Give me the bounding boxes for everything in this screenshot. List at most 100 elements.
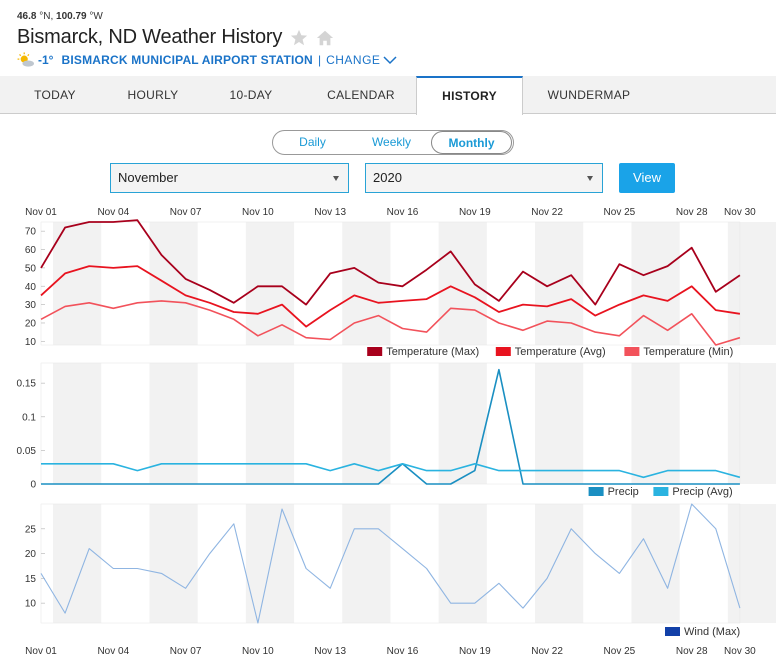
y-tick-label: 15 (25, 574, 37, 585)
y-tick-label: 20 (25, 549, 37, 560)
chart-background-stripe (342, 363, 391, 484)
chart-background-stripe (149, 504, 198, 623)
legend-swatch (665, 627, 680, 636)
x-tick-label-top: Nov 28 (676, 207, 708, 218)
chart-background-stripe (245, 363, 295, 484)
chart-background-stripe (245, 222, 295, 345)
legend-label: Wind (Max) (684, 626, 740, 638)
x-tick-label-bottom: Nov 13 (314, 646, 346, 657)
station-row: -1° BISMARCK MUNICIPAL AIRPORT STATION |… (17, 52, 397, 68)
chart-background-stripe (53, 222, 102, 345)
chart-background-stripe (631, 363, 680, 484)
month-select[interactable]: November (110, 163, 349, 193)
x-tick-label-bottom: Nov 19 (459, 646, 491, 657)
y-tick-label: 60 (25, 245, 37, 256)
legend-swatch (588, 487, 604, 496)
chart-background-stripe (438, 222, 487, 345)
view-button[interactable]: View (619, 163, 675, 193)
period-daily[interactable]: Daily (299, 135, 326, 149)
x-tick-label-top: Nov 30 (724, 207, 756, 218)
star-icon[interactable] (290, 29, 308, 47)
legend-swatch (624, 347, 640, 356)
nav-tabs: TODAY HOURLY 10-DAY CALENDAR HISTORY WUN… (0, 76, 776, 115)
y-tick-label: 0 (30, 480, 36, 491)
longitude-suffix: °W (86, 11, 103, 22)
chart-background-stripe (727, 504, 776, 623)
chart-background-stripe (342, 222, 391, 345)
y-tick-label: 25 (25, 524, 37, 535)
chart-background-stripe (535, 504, 584, 623)
legend-label: Precip (608, 486, 639, 498)
separator: | (317, 53, 322, 67)
latitude: 46.8 (17, 11, 37, 22)
x-tick-label-bottom: Nov 07 (170, 646, 202, 657)
caret-down-icon (333, 176, 339, 181)
series-line-temperature-max (40, 219, 741, 306)
legend-swatch (653, 487, 669, 496)
y-tick-label: 50 (25, 263, 37, 274)
legend-label: Temperature (Avg) (515, 346, 606, 358)
x-tick-label-bottom: Nov 16 (387, 646, 419, 657)
x-tick-label-top: Nov 22 (531, 207, 563, 218)
period-monthly[interactable]: Monthly (431, 131, 512, 154)
change-station-link[interactable]: CHANGE (326, 53, 381, 67)
chevron-down-icon[interactable] (383, 55, 397, 65)
chart-background-stripe (438, 504, 487, 623)
period-toggle: Daily Weekly Monthly (272, 130, 514, 155)
chart-background-stripe (149, 222, 198, 345)
legend-label: Temperature (Min) (643, 346, 733, 358)
tab-hourly[interactable]: HOURLY (127, 88, 179, 102)
x-tick-label-bottom: Nov 10 (242, 646, 274, 657)
y-tick-label: 10 (25, 337, 37, 348)
station-name[interactable]: BISMARCK MUNICIPAL AIRPORT STATION (61, 53, 313, 67)
x-tick-label-top: Nov 10 (242, 207, 274, 218)
y-tick-label: 10 (25, 599, 37, 610)
period-weekly[interactable]: Weekly (371, 135, 412, 149)
chart-background-stripe (727, 363, 776, 484)
y-tick-label: 0.1 (22, 412, 36, 423)
tab-10-day[interactable]: 10-DAY (229, 88, 273, 102)
current-temperature: -1° (38, 53, 54, 67)
y-tick-label: 20 (25, 318, 37, 329)
year-select[interactable]: 2020 (365, 163, 603, 193)
y-tick-label: 70 (25, 227, 37, 238)
tab-history[interactable]: HISTORY (416, 76, 523, 115)
y-tick-label: 0.05 (17, 446, 37, 457)
y-tick-label: 40 (25, 282, 37, 293)
tab-today[interactable]: TODAY (34, 88, 76, 102)
chart-background-stripe (727, 222, 776, 345)
month-value: November (118, 170, 178, 185)
chart-background-stripe (53, 504, 102, 623)
page-title: Bismarck, ND Weather History (17, 26, 283, 48)
chart-background-stripe (535, 363, 584, 484)
x-tick-label-bottom: Nov 28 (676, 646, 708, 657)
legend-label: Temperature (Max) (386, 346, 479, 358)
x-tick-label-top: Nov 01 (25, 207, 57, 218)
x-tick-label-top: Nov 04 (97, 207, 129, 218)
caret-down-icon (587, 176, 593, 181)
chart-background-stripe (535, 222, 584, 345)
series-line-precip (41, 368, 740, 485)
series-line-precip-avg (41, 462, 741, 479)
x-tick-label-top: Nov 19 (459, 207, 491, 218)
tab-wundermap[interactable]: WUNDERMAP (547, 88, 631, 102)
series-line-temperature-avg (40, 265, 741, 328)
chart-background-stripe (438, 363, 487, 484)
home-icon[interactable] (316, 29, 334, 47)
tab-calendar[interactable]: CALENDAR (327, 88, 395, 102)
x-tick-label-bottom: Nov 01 (25, 646, 57, 657)
legend-label: Precip (Avg) (672, 486, 732, 498)
longitude: 100.79 (56, 11, 87, 22)
chart-frame (40, 221, 741, 346)
y-tick-label: 0.15 (17, 379, 37, 390)
coordinates: 46.8 °N, 100.79 °W (17, 11, 103, 22)
x-tick-label-bottom: Nov 04 (97, 646, 129, 657)
x-tick-label-top: Nov 25 (604, 207, 636, 218)
title-row: Bismarck, ND Weather History (17, 26, 334, 49)
y-tick-label: 30 (25, 300, 37, 311)
x-tick-label-bottom: Nov 25 (604, 646, 636, 657)
chart-background-stripe (245, 504, 295, 623)
chart-background-stripe (631, 504, 680, 623)
chart-background-stripe (149, 363, 198, 484)
x-tick-label-top: Nov 13 (314, 207, 346, 218)
